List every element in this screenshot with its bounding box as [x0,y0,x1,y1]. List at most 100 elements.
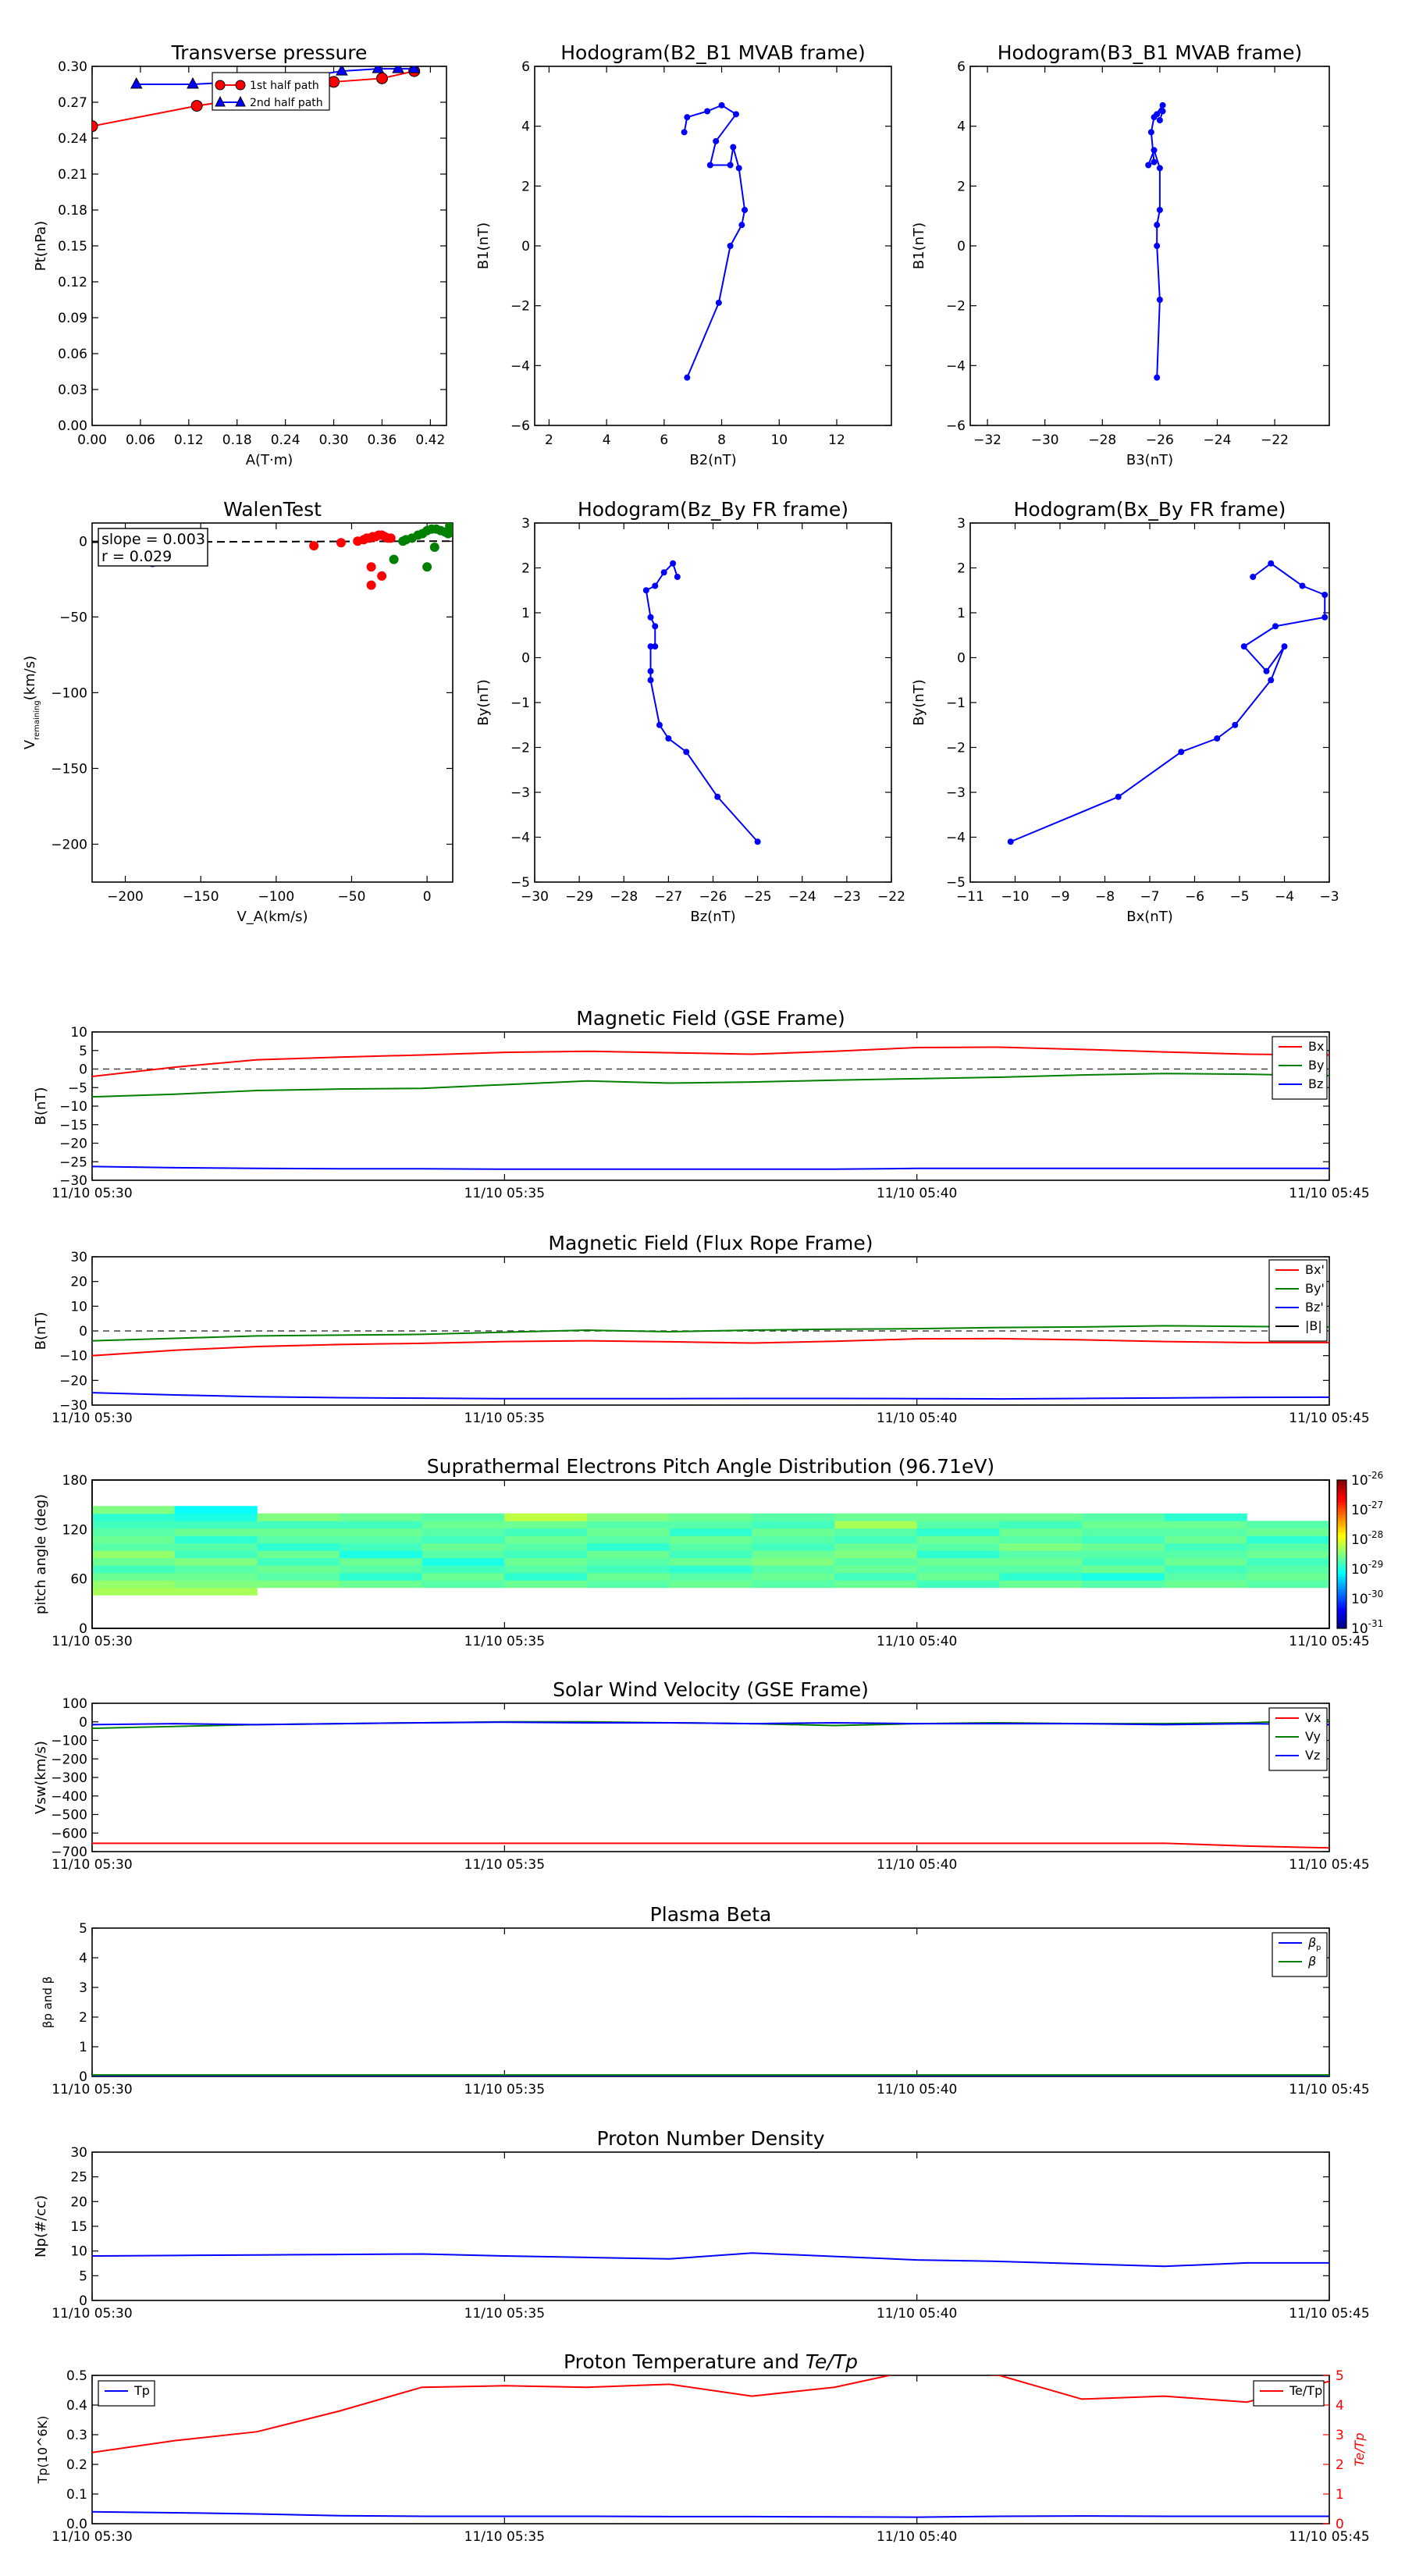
x-tick-label: −30 [1031,432,1059,448]
data-point [670,560,677,567]
y-tick-label: 0.27 [58,95,87,111]
colorbar-cell [1337,1539,1346,1542]
chart-title: Magnetic Field (GSE Frame) [576,1007,845,1030]
x-tick-label: −26 [1146,432,1174,448]
heatmap-cell [1082,1557,1165,1566]
chart-title-math: Te/Tp [806,2350,858,2373]
x-tick-label: 0.12 [174,432,204,448]
y-tick-label: 0 [521,651,530,667]
heatmap-cell [174,1565,258,1574]
y-tick-label: 0.5 [66,2368,87,2384]
heatmap-cell [587,1565,670,1574]
data-point [1321,592,1329,598]
heatmap-cell [834,1572,918,1581]
legend-entry: Bx [1308,1039,1324,1054]
y-tick-label: −10 [59,1349,87,1364]
y-tick-label: 0.24 [58,131,87,147]
data-point [647,614,654,621]
data-point [1268,677,1275,684]
heatmap-cell [834,1521,918,1529]
heatmap-cell [752,1565,835,1574]
heatmap-cell [1247,1557,1330,1566]
y-tick-label: −4 [946,358,966,374]
data-point [652,582,659,589]
data-point [660,569,667,576]
x-tick-label: −28 [610,889,638,905]
y-tick-label: 4 [521,119,530,135]
colorbar-cell [1337,1618,1346,1621]
y-tick-label: 0 [79,2069,87,2085]
heatmap-cell [422,1550,505,1559]
heatmap-cell [1164,1550,1247,1559]
heatmap-cell [587,1521,670,1529]
heatmap-cell [1082,1521,1165,1529]
y-tick-label: 3 [79,1980,87,1996]
y-tick-label: 0 [79,2293,87,2309]
data-point [1240,643,1247,650]
colorbar-cell [1337,1532,1346,1535]
colorbar-label-base: 10 [1351,1621,1368,1637]
y2-axis-label: Te/Tp [1352,2433,1367,2467]
colorbar-cell [1337,1482,1346,1485]
colorbar-cell [1337,1589,1346,1592]
colorbar-cell [1337,1514,1346,1517]
heatmap-cell [999,1572,1083,1581]
y2-tick-label: 5 [1336,2368,1344,2384]
x-tick-label: 0 [423,889,432,905]
y-tick-label: −5 [68,1080,87,1096]
x-tick-label: −6 [1185,889,1204,905]
y-tick-label: −20 [59,1137,87,1152]
data-point [1232,721,1239,728]
y-tick-label: −5 [946,875,966,891]
x-axis-label: B3(nT) [1126,452,1173,468]
data-point [674,574,681,580]
x-axis-label: Bz(nT) [690,909,735,925]
transverse-pressure-panel: 0.00 0.03 0.06 0.09 0.12 0.15 0.18 0.21 0.24 0.27… [33,41,447,468]
x-tick-label: −24 [788,889,816,905]
y-tick-label: 0.00 [58,418,87,434]
y-tick-label: 6 [521,59,530,75]
pitch-angle-panel: 0 60 120 180 11/10 05:30 11/10 05:35 11/10 05:… [33,1455,1383,1649]
y-tick-label: 0 [957,651,966,667]
chart-title: Proton Temperature and Te/Tp [564,2350,858,2373]
y-tick-label: 100 [62,1696,87,1712]
heatmap-cell [916,1513,1000,1521]
heatmap-cell [752,1521,835,1529]
heatmap-cell [916,1557,1000,1566]
x-tick-label: 0.36 [368,432,397,448]
colorbar-cell [1337,1621,1346,1624]
x-tick-label: 11/10 05:35 [464,1634,545,1649]
series-group [92,2074,1329,2076]
data-point [386,533,396,543]
heatmap-cell [92,1506,176,1514]
y-tick-label: −20 [59,1373,87,1389]
colorbar-cell [1337,1586,1346,1589]
heatmap-cell [999,1528,1083,1536]
x-tick-label: 8 [717,432,726,448]
heatmap-cell [587,1528,670,1536]
y2-tick-label: 3 [1336,2428,1344,2443]
colorbar-label: 10-31 [1351,1618,1383,1637]
legend-entry: Vy [1305,1729,1321,1744]
series-line [92,2252,1329,2268]
x-tick-label: 12 [828,432,845,448]
heatmap-cell [834,1557,918,1566]
heatmap-cell [174,1535,258,1544]
heatmap-cell [999,1542,1083,1551]
solar-wind-velocity-panel: −700 −600 −500 −400 −300 −200 −100 0 100 11/10 05… [33,1678,1370,1873]
x-tick-label: −24 [1204,432,1232,448]
x-tick-label: 11/10 05:45 [1289,2082,1369,2097]
y-tick-label: −5 [510,875,530,891]
colorbar-cell [1337,1566,1346,1570]
heatmap-cell [752,1572,835,1581]
data-point [187,76,199,89]
x-tick-label: −29 [565,889,593,905]
heatmap-cell [1247,1572,1330,1581]
plot-frame [534,66,892,426]
heatmap-cell [834,1550,918,1559]
x-tick-label: 11/10 05:30 [52,1634,132,1649]
y-tick-label: −300 [51,1770,87,1786]
heatmap-cell [257,1580,340,1589]
heatmap-cell [257,1550,340,1559]
heatmap-cell [834,1528,918,1536]
